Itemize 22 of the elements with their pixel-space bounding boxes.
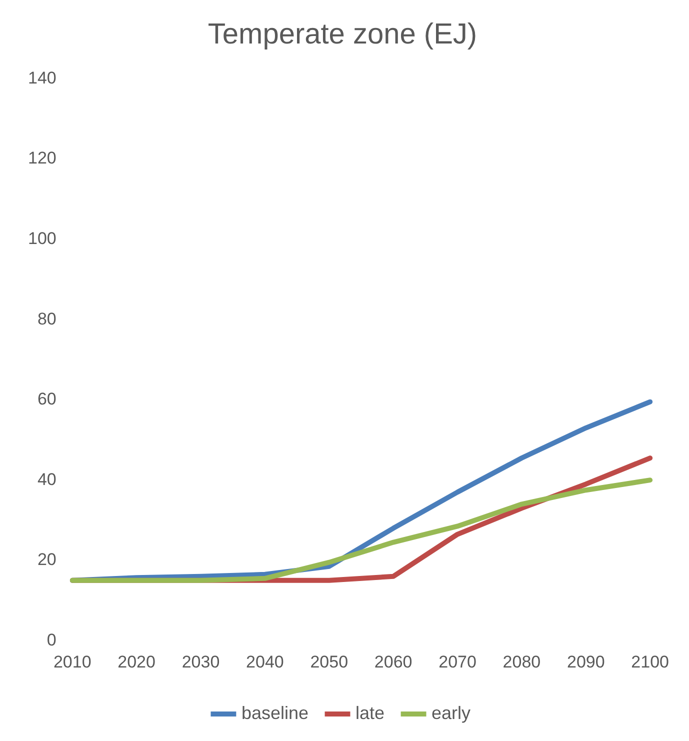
x-tick-label: 2010 [53, 652, 92, 672]
x-tick-label: 2040 [246, 652, 284, 672]
x-tick-label: 2100 [631, 652, 670, 672]
legend-label: early [432, 702, 471, 723]
x-tick-label: 2060 [374, 652, 412, 672]
legend-label: late [356, 702, 385, 723]
x-tick-label: 2030 [182, 652, 220, 672]
y-tick-label: 40 [37, 470, 56, 489]
x-tick-label: 2090 [566, 652, 605, 672]
y-tick-label: 100 [28, 229, 56, 248]
y-tick-label: 0 [46, 630, 56, 650]
legend-label: baseline [241, 702, 309, 723]
chart-title: Temperate zone (EJ) [208, 18, 478, 50]
x-tick-label: 2070 [438, 652, 476, 672]
x-tick-label: 2050 [310, 652, 348, 672]
x-tick-label: 2020 [118, 652, 156, 672]
y-tick-label: 120 [28, 148, 56, 168]
y-tick-label: 80 [37, 309, 56, 328]
y-tick-label: 140 [28, 68, 56, 88]
y-tick-label: 20 [37, 550, 56, 570]
x-tick-label: 2080 [502, 652, 541, 672]
y-tick-label: 60 [37, 390, 56, 409]
